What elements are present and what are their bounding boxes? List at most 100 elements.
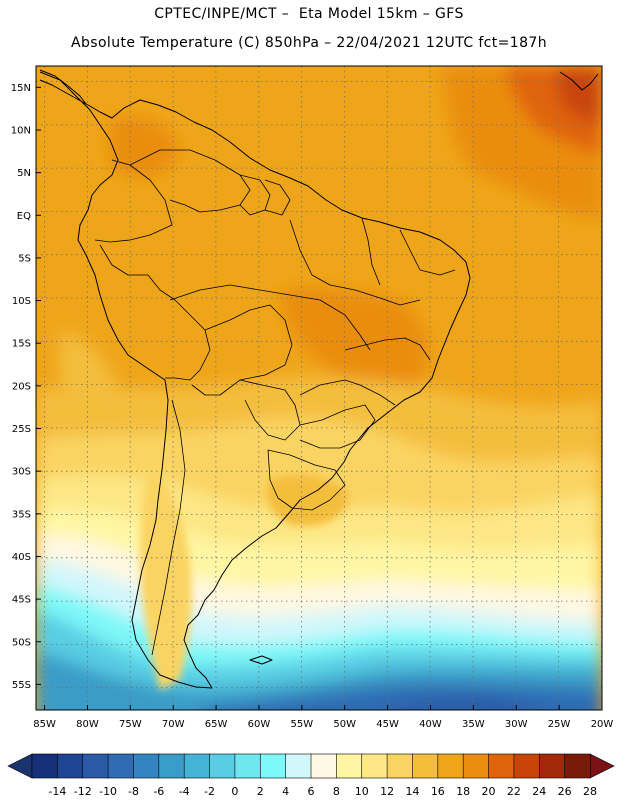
colorbar-swatch xyxy=(538,753,566,779)
border-brazil-internal-6 xyxy=(299,379,396,406)
colorbar-label: 20 xyxy=(482,785,496,798)
lon-tick-label: 45W xyxy=(376,719,399,730)
lon-tick-label: 20W xyxy=(591,719,614,730)
colorbar-label: 16 xyxy=(431,785,445,798)
africa-coastline xyxy=(559,71,599,91)
colorbar-label: 24 xyxy=(532,785,546,798)
border-brazil-internal-4 xyxy=(399,229,456,276)
colorbar-swatch xyxy=(57,753,84,779)
colorbar-swatch xyxy=(158,753,185,779)
lon-tick-label: 30W xyxy=(505,719,528,730)
colorbar-under-arrow xyxy=(7,753,33,779)
colorbar-swatch xyxy=(133,753,160,779)
colorbar-over-arrow xyxy=(589,753,615,779)
border-colombia xyxy=(94,159,173,243)
colorbar-swatch xyxy=(361,753,388,779)
field-band-16-peru-coast xyxy=(60,330,120,404)
temperature-field xyxy=(36,66,602,710)
border-uruguay xyxy=(267,449,346,511)
lat-tick-label: 10S xyxy=(12,296,31,307)
colorbar-label: 8 xyxy=(333,785,340,798)
field-band-24-atlantic xyxy=(555,66,602,125)
map-title-line1: CPTEC/INPE/MCT – Eta Model 15km – GFS xyxy=(154,6,464,22)
colorbar-swatch xyxy=(259,753,287,779)
lat-tick-label: 40S xyxy=(12,552,31,563)
colorbar-label: -14 xyxy=(48,785,66,798)
colorbar-swatch xyxy=(82,753,109,779)
lon-tick-label: 70W xyxy=(162,719,185,730)
lat-tick-label: 20S xyxy=(12,381,31,392)
country-borders xyxy=(94,149,456,656)
lon-tick-label: 80W xyxy=(76,719,99,730)
field-band-20-colombia xyxy=(110,116,180,177)
colorbar-swatch xyxy=(513,753,541,779)
lat-tick-label: 55S xyxy=(12,680,31,691)
colorbar-label: -12 xyxy=(74,785,92,798)
lat-tick-label: 5N xyxy=(17,168,31,179)
lat-tick-label: 45S xyxy=(12,595,31,606)
border-venezuela xyxy=(129,149,251,213)
colorbar-swatch xyxy=(488,753,515,779)
lon-tick-label: 85W xyxy=(33,719,56,730)
lat-tick-label: 30S xyxy=(12,467,31,478)
lat-tick-label: 50S xyxy=(12,637,31,648)
lon-tick-label: 75W xyxy=(119,719,142,730)
map-frame xyxy=(35,65,603,711)
colorbar-label: -6 xyxy=(153,785,164,798)
colorbar-label: 26 xyxy=(558,785,572,798)
lat-tick-label: EQ xyxy=(17,211,31,222)
colorbar-label: -2 xyxy=(204,785,215,798)
colorbar-swatch xyxy=(209,753,236,779)
colorbar-swatch xyxy=(336,753,363,779)
lon-tick-label: 65W xyxy=(205,719,228,730)
coastlines xyxy=(39,69,599,689)
colorbar-swatch xyxy=(285,753,312,779)
colorbar-label: -10 xyxy=(99,785,117,798)
lat-tick-label: 15N xyxy=(11,83,31,94)
lon-tick-label: 35W xyxy=(462,719,485,730)
colorbar-label: 6 xyxy=(308,785,315,798)
colorbar-swatch xyxy=(462,753,490,779)
field-band-20-brazil xyxy=(280,288,429,393)
colorbar-label: 10 xyxy=(355,785,369,798)
border-brazil-internal-5 xyxy=(344,337,431,361)
border-brazil-internal-2 xyxy=(289,219,421,306)
colorbar-label: 22 xyxy=(507,785,521,798)
colorbar-swatch xyxy=(564,753,591,779)
colorbar-swatch xyxy=(412,753,439,779)
field-uruguay-warm xyxy=(266,475,350,527)
border-guyana xyxy=(239,174,271,216)
border-brazil-south xyxy=(299,404,376,449)
field-band-minus10 xyxy=(380,698,540,710)
colorbar-label: 2 xyxy=(257,785,264,798)
border-chile-argentina xyxy=(151,399,186,656)
colorbar-label: 14 xyxy=(405,785,419,798)
border-bolivia xyxy=(191,304,293,396)
south-america-coastline xyxy=(39,71,471,689)
lon-tick-label: 25W xyxy=(548,719,571,730)
falklands-outline xyxy=(249,655,273,665)
longitude-axis: 85W 80W 75W 70W 65W 60W 55W 50W 45W 40W 35W 30W 25W 2… xyxy=(33,705,613,730)
border-brazil-internal-1 xyxy=(169,284,371,351)
colorbar-swatch xyxy=(183,753,211,779)
border-brazil-internal-3 xyxy=(361,217,381,286)
central-america-coastline xyxy=(39,69,87,105)
lon-tick-label: 60W xyxy=(248,719,271,730)
lat-tick-label: 5S xyxy=(18,253,31,264)
temperature-colorbar: -14 -12 -10 -8 -6 -4 -2 0 2 4 6 8 10 12 14 16 18 20 22 24 26… xyxy=(7,753,615,798)
lat-tick-label: 10N xyxy=(11,125,31,136)
colorbar-swatch xyxy=(310,753,338,779)
colorbar-label: -4 xyxy=(179,785,190,798)
lat-tick-label: 35S xyxy=(12,509,31,520)
lat-tick-label: 15S xyxy=(12,339,31,350)
border-suriname xyxy=(264,179,291,216)
colorbar-swatch xyxy=(437,753,464,779)
colorbar-label: 18 xyxy=(456,785,470,798)
lon-tick-label: 40W xyxy=(419,719,442,730)
colorbar-swatch xyxy=(107,753,135,779)
colorbar-label: -8 xyxy=(128,785,139,798)
border-peru xyxy=(99,244,211,381)
colorbar-swatch xyxy=(386,753,414,779)
field-andes-tongue xyxy=(140,470,192,690)
